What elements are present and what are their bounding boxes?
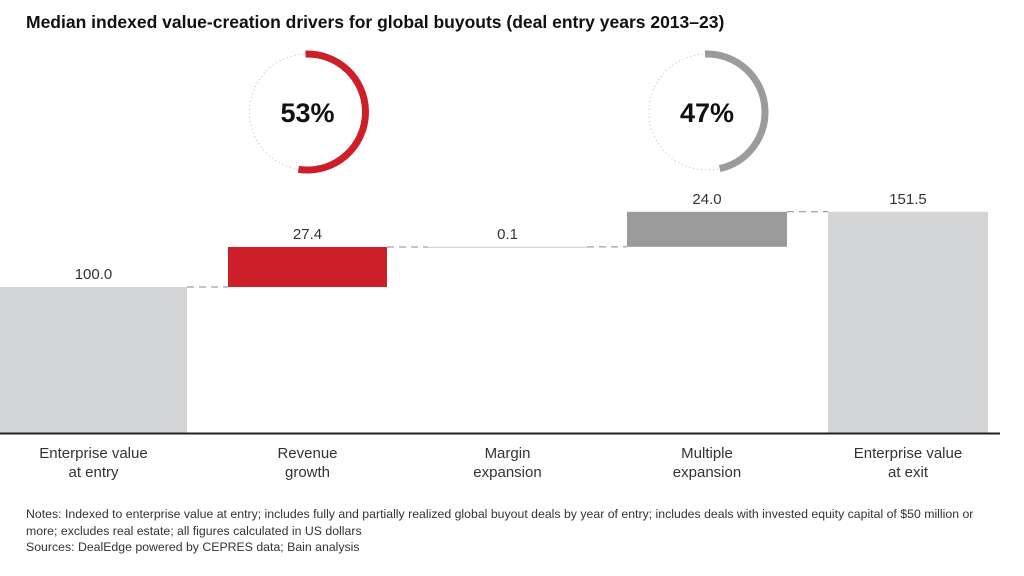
bar-0 <box>0 287 187 433</box>
donut-label-0: 53% <box>280 98 334 128</box>
value-label-2: 0.1 <box>497 226 518 243</box>
waterfall-chart: 100.0 Enterprise value at entry 27.4 Revenue… <box>0 50 1000 481</box>
sources-text: Sources: DealEdge powered by CEPRES data… <box>26 540 360 554</box>
category-label-4: at exit <box>888 464 929 481</box>
chart-title: Median indexed value-creation drivers fo… <box>26 12 725 32</box>
value-label-0: 100.0 <box>75 266 113 283</box>
bar-3 <box>627 211 787 247</box>
notes-text: Notes: Indexed to enterprise value at en… <box>26 507 974 538</box>
category-label-2: expansion <box>473 464 541 481</box>
category-label-1: growth <box>285 464 330 481</box>
donut-arc-0 <box>246 50 369 174</box>
value-label-1: 27.4 <box>293 226 322 243</box>
donut-label-1: 47% <box>680 98 734 128</box>
bar-4 <box>828 211 988 433</box>
category-label-4: Enterprise value <box>854 445 962 462</box>
category-label-0: at entry <box>68 464 119 481</box>
category-label-3: Multiple <box>681 445 733 462</box>
category-label-2: Margin <box>485 445 531 462</box>
value-label-3: 24.0 <box>692 191 721 208</box>
category-label-3: expansion <box>673 464 741 481</box>
value-label-4: 151.5 <box>889 191 927 208</box>
donut-arc-1 <box>645 50 769 174</box>
category-label-1: Revenue <box>277 445 337 462</box>
bar-2 <box>428 246 587 248</box>
category-label-0: Enterprise value <box>39 445 147 462</box>
chart-notes: Notes: Indexed to enterprise value at en… <box>26 506 1006 556</box>
bar-1 <box>228 246 387 287</box>
